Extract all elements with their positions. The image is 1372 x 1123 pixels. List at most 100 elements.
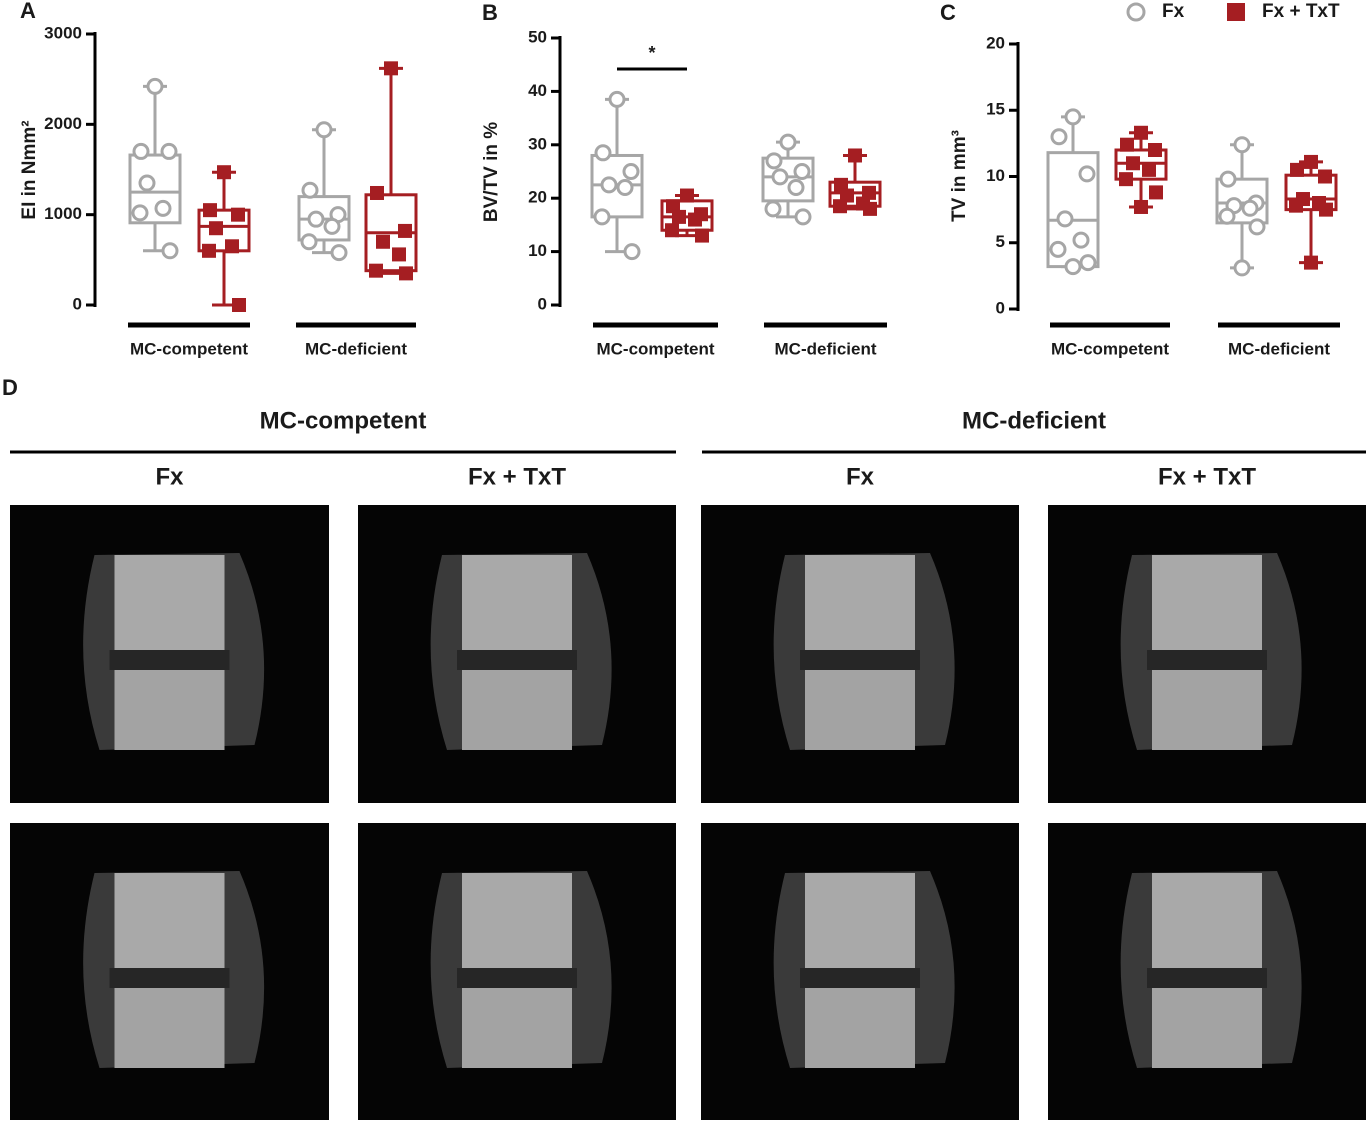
fracture-gap bbox=[1147, 650, 1267, 670]
data-point bbox=[1078, 165, 1096, 183]
legend-marker bbox=[1227, 3, 1245, 21]
data-point bbox=[1219, 170, 1237, 188]
y-tick-label: 0 bbox=[996, 298, 1005, 317]
data-point bbox=[833, 199, 847, 214]
data-point bbox=[1079, 254, 1097, 272]
data-point bbox=[1319, 202, 1333, 217]
bone-upper bbox=[805, 873, 915, 968]
data-point bbox=[834, 177, 848, 192]
bone-lower bbox=[1152, 988, 1262, 1068]
data-point bbox=[399, 266, 413, 281]
column-title: Fx bbox=[846, 463, 875, 490]
y-axis-label: EI in Nmm² bbox=[19, 120, 40, 219]
data-point bbox=[160, 142, 178, 160]
data-point bbox=[1289, 198, 1303, 213]
bone-upper bbox=[1152, 555, 1262, 650]
data-point bbox=[231, 207, 245, 222]
y-tick-label: 5 bbox=[996, 232, 1005, 251]
data-point bbox=[1218, 207, 1236, 225]
data-point bbox=[146, 77, 164, 95]
y-tick-label: 10 bbox=[986, 166, 1005, 185]
column-title: Fx + TxT bbox=[1158, 463, 1256, 490]
data-point bbox=[1142, 162, 1156, 177]
data-point bbox=[666, 199, 680, 214]
bone-lower bbox=[805, 670, 915, 750]
bone-upper bbox=[805, 555, 915, 650]
data-point bbox=[1233, 136, 1251, 154]
legend-label: Fx bbox=[1162, 1, 1185, 22]
bone-lower bbox=[462, 670, 572, 750]
group-title: MC-deficient bbox=[962, 407, 1106, 434]
bone-upper bbox=[462, 555, 572, 650]
data-point bbox=[315, 121, 333, 139]
y-tick-label: 15 bbox=[986, 100, 1005, 119]
y-axis-label: TV in mm³ bbox=[949, 130, 970, 222]
data-point bbox=[1120, 137, 1134, 152]
data-point bbox=[370, 185, 384, 200]
data-point bbox=[593, 208, 611, 226]
fracture-gap bbox=[457, 968, 577, 988]
data-point bbox=[765, 152, 783, 170]
data-point bbox=[665, 223, 679, 238]
data-point bbox=[232, 298, 246, 312]
data-point bbox=[138, 174, 156, 192]
data-point bbox=[1290, 162, 1304, 177]
data-point bbox=[225, 239, 239, 254]
bone-upper bbox=[114, 873, 225, 968]
fracture-gap bbox=[800, 650, 920, 670]
data-point bbox=[622, 163, 640, 180]
panel-label: B bbox=[482, 0, 498, 25]
x-tick-label: MC-competent bbox=[596, 339, 714, 358]
data-point bbox=[616, 179, 634, 197]
data-point bbox=[1049, 240, 1067, 258]
data-point bbox=[1064, 108, 1082, 126]
fracture-gap bbox=[1147, 968, 1267, 988]
panel-label: D bbox=[2, 375, 18, 400]
panel-label: A bbox=[20, 0, 36, 23]
data-point bbox=[840, 188, 854, 203]
data-point bbox=[217, 165, 231, 180]
data-point bbox=[1241, 199, 1259, 217]
data-point bbox=[392, 247, 406, 262]
y-tick-label: 40 bbox=[528, 81, 547, 100]
fracture-gap bbox=[109, 650, 230, 670]
panel-label: C bbox=[940, 0, 956, 25]
data-point bbox=[1126, 156, 1140, 171]
data-point bbox=[794, 208, 812, 226]
data-point bbox=[863, 201, 877, 216]
data-point bbox=[300, 233, 318, 251]
bone-upper bbox=[1152, 873, 1262, 968]
data-point bbox=[1248, 218, 1266, 236]
data-point bbox=[398, 223, 412, 238]
y-tick-label: 2000 bbox=[44, 114, 82, 133]
bone-lower bbox=[462, 988, 572, 1068]
y-tick-label: 30 bbox=[528, 134, 547, 153]
data-point bbox=[307, 210, 325, 228]
x-tick-label: MC-deficient bbox=[775, 339, 877, 358]
data-point bbox=[793, 163, 811, 180]
data-point bbox=[132, 142, 150, 160]
data-point bbox=[1148, 143, 1162, 157]
data-point bbox=[301, 181, 319, 199]
data-point bbox=[1050, 128, 1068, 146]
box bbox=[128, 153, 182, 225]
y-axis-label: BV/TV in % bbox=[481, 122, 502, 222]
legend-marker bbox=[1126, 2, 1146, 22]
data-point bbox=[771, 168, 789, 186]
group-title: MC-competent bbox=[260, 407, 427, 434]
data-point bbox=[1149, 185, 1163, 200]
data-point bbox=[1072, 231, 1090, 249]
y-tick-label: 20 bbox=[986, 33, 1005, 52]
data-point bbox=[848, 148, 862, 163]
bone-lower bbox=[805, 988, 915, 1068]
x-tick-label: MC-competent bbox=[130, 339, 248, 358]
data-point bbox=[608, 90, 626, 108]
significance-label: * bbox=[648, 43, 655, 63]
data-point bbox=[695, 228, 709, 243]
x-tick-label: MC-competent bbox=[1051, 339, 1169, 358]
data-point bbox=[131, 204, 149, 222]
y-tick-label: 0 bbox=[538, 294, 547, 313]
data-point bbox=[862, 185, 876, 200]
data-point bbox=[323, 217, 341, 235]
